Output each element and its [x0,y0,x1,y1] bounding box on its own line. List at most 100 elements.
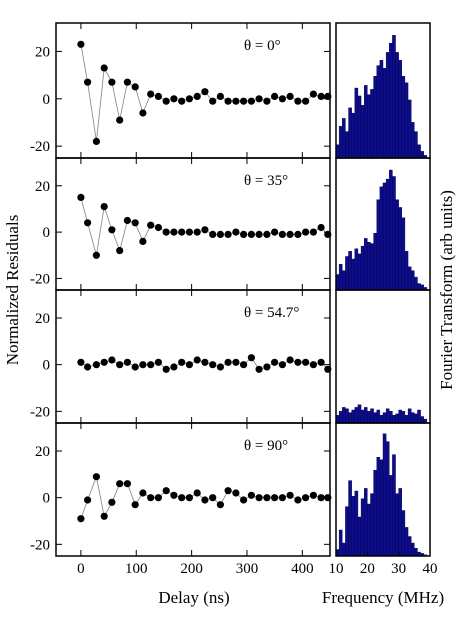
x-tick-label: 400 [291,561,314,577]
histogram-bar [398,60,403,159]
histogram-bar [354,248,359,291]
histogram-bar [407,408,412,424]
histogram-bar [411,270,415,291]
data-point [162,97,170,105]
data-point [92,361,100,369]
residual-panel-theta-54.7: -20 0 20 θ = 54.7° [30,289,332,424]
histogram-bar [351,112,356,159]
data-point [209,230,217,238]
histogram-bar [411,412,415,424]
data-point [77,40,85,48]
histogram-bar [392,415,396,424]
data-point [286,491,294,499]
data-point [193,489,201,497]
data-point [185,361,193,369]
data-point [193,228,201,236]
histogram-bar [420,284,424,291]
histogram-bar [348,412,352,424]
data-point [154,223,162,232]
x-axis-label-right: Frequency (MHz) [322,588,444,607]
data-point [193,92,201,100]
histogram-bar [342,270,346,291]
histogram-bar [414,131,418,159]
data-point [92,251,100,259]
x-tick-label: 40 [423,561,438,577]
data-point [108,78,116,86]
data-point [162,487,170,495]
data-point [193,356,201,364]
histogram-bar [420,416,424,424]
histogram-bar [411,122,415,159]
histogram-bar [385,441,390,557]
histogram-bar [401,411,406,424]
histogram-bar [376,199,381,291]
histogram-bar [342,542,346,557]
y-tick-label: -20 [30,139,50,155]
y-tick-label: 0 [43,225,51,241]
data-point [302,358,310,366]
data-point [324,365,332,373]
angle-label: θ = 0° [244,38,281,54]
data-point [263,97,271,105]
y-tick-label: 20 [35,311,50,327]
data-point [178,228,186,236]
histogram-bar [392,35,396,159]
y-tick-label: -20 [30,404,50,420]
panel-frame [55,422,331,557]
y-axis-label-right: Fourier Transform (arb units) [437,190,456,390]
data-point [201,226,209,234]
data-point [247,97,255,105]
data-point [294,496,302,504]
histogram-bar [367,411,371,424]
histogram-bar [338,126,343,159]
histogram-bar [389,42,393,159]
histogram-bar [398,409,403,424]
histogram-bar [389,475,393,557]
data-point [309,90,317,98]
data-point [247,354,255,362]
data-point [216,501,224,509]
data-point [116,247,124,255]
histogram-bar [345,408,349,424]
data-point [247,230,255,238]
histogram-bar [407,266,412,291]
histogram-bar [342,407,346,424]
histogram-bar [364,407,368,424]
histogram-bar [401,75,406,159]
histogram-bar [376,457,381,557]
data-point [309,491,317,499]
data-point [240,97,248,105]
histogram-bar [414,276,418,291]
data-point [324,92,332,100]
data-point [255,365,263,373]
data-point [286,230,294,238]
data-point [131,501,139,509]
panel-frame [335,289,431,424]
histogram-bar [420,151,424,159]
histogram-bar [348,107,352,159]
data-point [278,494,286,502]
data-point [178,97,186,105]
data-point [100,512,108,520]
histogram-bar [360,245,365,291]
data-point [131,219,139,227]
data-point [108,226,116,234]
data-point [139,109,147,117]
histogram-bar [348,251,352,291]
data-point [108,356,116,364]
data-point [116,361,124,369]
histogram-bar [351,258,356,291]
histogram-bar [411,542,415,557]
histogram-bar [354,490,359,557]
histogram-bar [373,470,377,557]
data-point [324,230,332,238]
data-point [123,358,131,366]
y-tick-label: -20 [30,537,50,553]
x-tick-label: 0 [77,561,85,577]
data-point [278,230,286,238]
data-point [302,494,310,502]
histogram-bar [345,506,349,557]
data-point [317,358,325,366]
data-point [154,92,162,100]
